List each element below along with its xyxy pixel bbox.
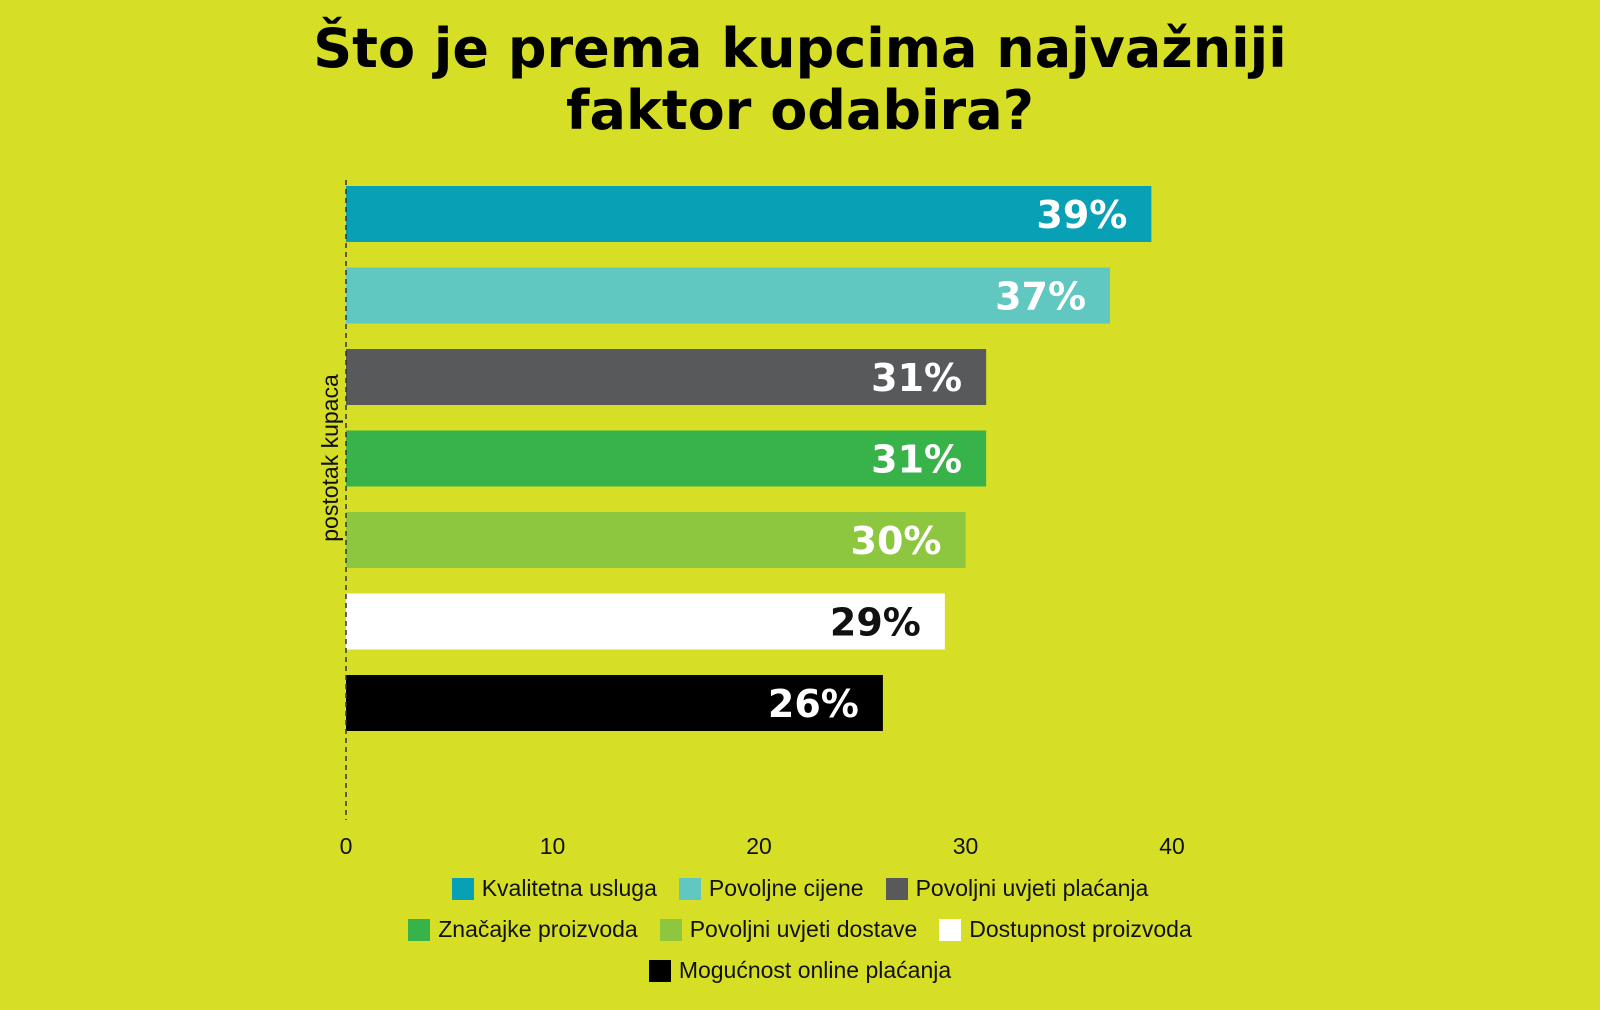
bar-value-label-4: 30% xyxy=(851,519,942,563)
legend-swatch-0 xyxy=(451,877,474,900)
y-axis-label: postotak kupaca xyxy=(317,374,343,542)
legend-item-0: Kvalitetna usluga xyxy=(451,875,657,902)
bar-4 xyxy=(346,512,966,568)
bar-3 xyxy=(346,430,987,487)
bar-value-label-0: 39% xyxy=(1036,193,1127,237)
bar-value-label-5: 29% xyxy=(830,601,921,645)
x-tick-label-1: 10 xyxy=(540,833,566,859)
chart-title-line-2: faktor odabira? xyxy=(566,79,1034,142)
bar-6 xyxy=(346,675,883,731)
legend-item-5: Dostupnost proizvoda xyxy=(939,916,1192,943)
legend-item-4: Povoljni uvjeti dostave xyxy=(659,916,918,943)
legend-swatch-2 xyxy=(885,877,908,900)
x-tick-label-2: 20 xyxy=(746,833,772,859)
x-tick-label-0: 0 xyxy=(340,833,353,859)
legend-item-1: Povoljne cijene xyxy=(678,875,864,902)
bar-value-label-6: 26% xyxy=(768,682,859,726)
legend-item-2: Povoljni uvjeti plaćanja xyxy=(885,875,1149,902)
legend-swatch-1 xyxy=(678,877,701,900)
legend-swatch-4 xyxy=(659,918,682,941)
legend-label-0: Kvalitetna usluga xyxy=(481,875,657,901)
chart-title: Što je prema kupcima najvažniji faktor o… xyxy=(0,18,1600,142)
legend-swatch-3 xyxy=(408,918,431,941)
bar-value-label-1: 37% xyxy=(995,275,1086,319)
legend-label-2: Povoljni uvjeti plaćanja xyxy=(915,875,1149,901)
legend-swatch-5 xyxy=(939,918,962,941)
bar-2 xyxy=(346,349,987,405)
legend-row-1: Značajke proizvoda Povoljni uvjeti dostav… xyxy=(408,916,1192,943)
legend-item-3: Značajke proizvoda xyxy=(408,916,638,943)
bar-value-label-3: 31% xyxy=(871,438,962,482)
bar-5 xyxy=(346,593,945,650)
chart-title-line-1: Što je prema kupcima najvažniji xyxy=(313,17,1287,80)
legend-item-6: Mogućnost online plaćanja xyxy=(648,957,952,984)
legend-row-2: Mogućnost online plaćanja xyxy=(648,957,952,984)
chart-legend: Kvalitetna usluga Povoljne cijene Povoljni… xyxy=(0,875,1600,984)
legend-label-5: Dostupnost proizvoda xyxy=(969,916,1192,942)
bar-1 xyxy=(346,267,1111,324)
x-tick-label-4: 40 xyxy=(1159,833,1185,859)
legend-label-3: Značajke proizvoda xyxy=(438,916,638,942)
legend-label-6: Mogućnost online plaćanja xyxy=(678,957,952,983)
bar-value-label-2: 31% xyxy=(871,356,962,400)
x-tick-label-3: 30 xyxy=(953,833,979,859)
legend-label-1: Povoljne cijene xyxy=(708,875,864,901)
legend-row-0: Kvalitetna usluga Povoljne cijene Povoljni… xyxy=(451,875,1149,902)
legend-label-4: Povoljni uvjeti dostave xyxy=(689,916,918,942)
bar-0 xyxy=(346,186,1152,242)
legend-swatch-6 xyxy=(648,959,671,982)
